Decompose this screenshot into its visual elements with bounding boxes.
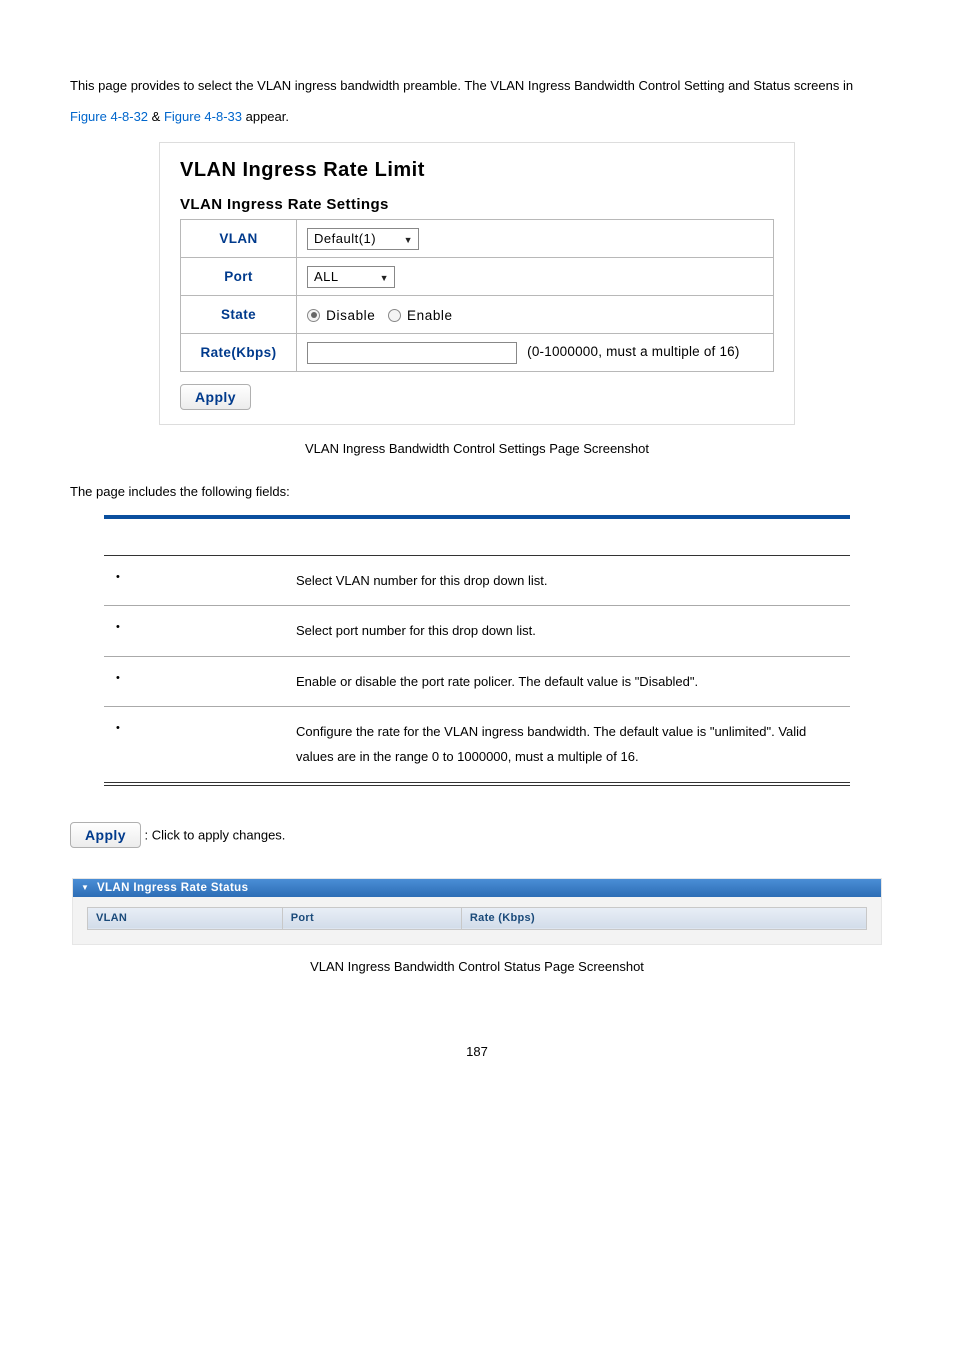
rate-input[interactable] (307, 342, 517, 364)
intro-suffix: appear. (242, 109, 289, 124)
field-desc-rate: Configure the rate for the VLAN ingress … (286, 706, 850, 783)
intro-prefix: This page provides to select the VLAN in… (70, 78, 853, 93)
state-enable-label: Enable (407, 308, 453, 323)
collapse-arrow-icon: ▼ (81, 883, 89, 892)
intro-paragraph: This page provides to select the VLAN in… (70, 70, 884, 132)
apply-button-desc: : Click to apply changes. (145, 827, 286, 842)
vlan-select[interactable]: Default(1) (307, 228, 419, 250)
state-disable-radio[interactable] (307, 309, 320, 322)
field-object-vlan (104, 555, 286, 605)
table-row: Enable or disable the port rate policer.… (104, 656, 850, 706)
settings-screenshot: VLAN Ingress Rate Limit VLAN Ingress Rat… (159, 142, 795, 425)
field-desc-state: Enable or disable the port rate policer.… (286, 656, 850, 706)
field-object-state (104, 656, 286, 706)
settings-subtitle: VLAN Ingress Rate Settings (180, 192, 774, 219)
status-col-rate: Rate (Kbps) (461, 907, 866, 929)
apply-button[interactable]: Apply (180, 384, 251, 410)
table-row: Select VLAN number for this drop down li… (104, 555, 850, 605)
apply-button-inline[interactable]: Apply (70, 822, 141, 848)
port-label: Port (181, 258, 297, 296)
fields-header-object (104, 517, 286, 555)
caption-status: VLAN Ingress Bandwidth Control Status Pa… (70, 959, 884, 974)
status-screenshot: ▼ VLAN Ingress Rate Status VLAN Port Rat… (72, 878, 882, 945)
buttons-section: Apply : Click to apply changes. (70, 822, 884, 848)
settings-table: VLAN Default(1) Port ALL State Disable (180, 219, 774, 372)
rate-hint: (0-1000000, must a multiple of 16) (527, 344, 739, 359)
state-disable-label: Disable (326, 308, 375, 323)
fields-intro: The page includes the following fields: (70, 484, 884, 499)
field-desc-port: Select port number for this drop down li… (286, 606, 850, 656)
field-object-rate (104, 706, 286, 783)
intro-amp: & (148, 109, 164, 124)
field-desc-vlan: Select VLAN number for this drop down li… (286, 555, 850, 605)
status-table: VLAN Port Rate (Kbps) (87, 907, 867, 930)
status-header-text: VLAN Ingress Rate Status (97, 882, 248, 894)
settings-title: VLAN Ingress Rate Limit (180, 157, 774, 192)
page-number: 187 (70, 1044, 884, 1059)
rate-label: Rate(Kbps) (181, 334, 297, 372)
status-col-vlan: VLAN (88, 907, 283, 929)
status-col-port: Port (282, 907, 461, 929)
state-enable-radio[interactable] (388, 309, 401, 322)
port-select[interactable]: ALL (307, 266, 395, 288)
status-header[interactable]: ▼ VLAN Ingress Rate Status (73, 879, 881, 897)
figure-ref-2: Figure 4-8-33 (164, 109, 242, 124)
field-object-port (104, 606, 286, 656)
caption-settings: VLAN Ingress Bandwidth Control Settings … (70, 441, 884, 456)
figure-ref-1: Figure 4-8-32 (70, 109, 148, 124)
fields-table: Select VLAN number for this drop down li… (104, 515, 850, 785)
state-label: State (181, 296, 297, 334)
vlan-label: VLAN (181, 220, 297, 258)
table-row: Select port number for this drop down li… (104, 606, 850, 656)
fields-header-desc (286, 517, 850, 555)
table-row: Configure the rate for the VLAN ingress … (104, 706, 850, 783)
